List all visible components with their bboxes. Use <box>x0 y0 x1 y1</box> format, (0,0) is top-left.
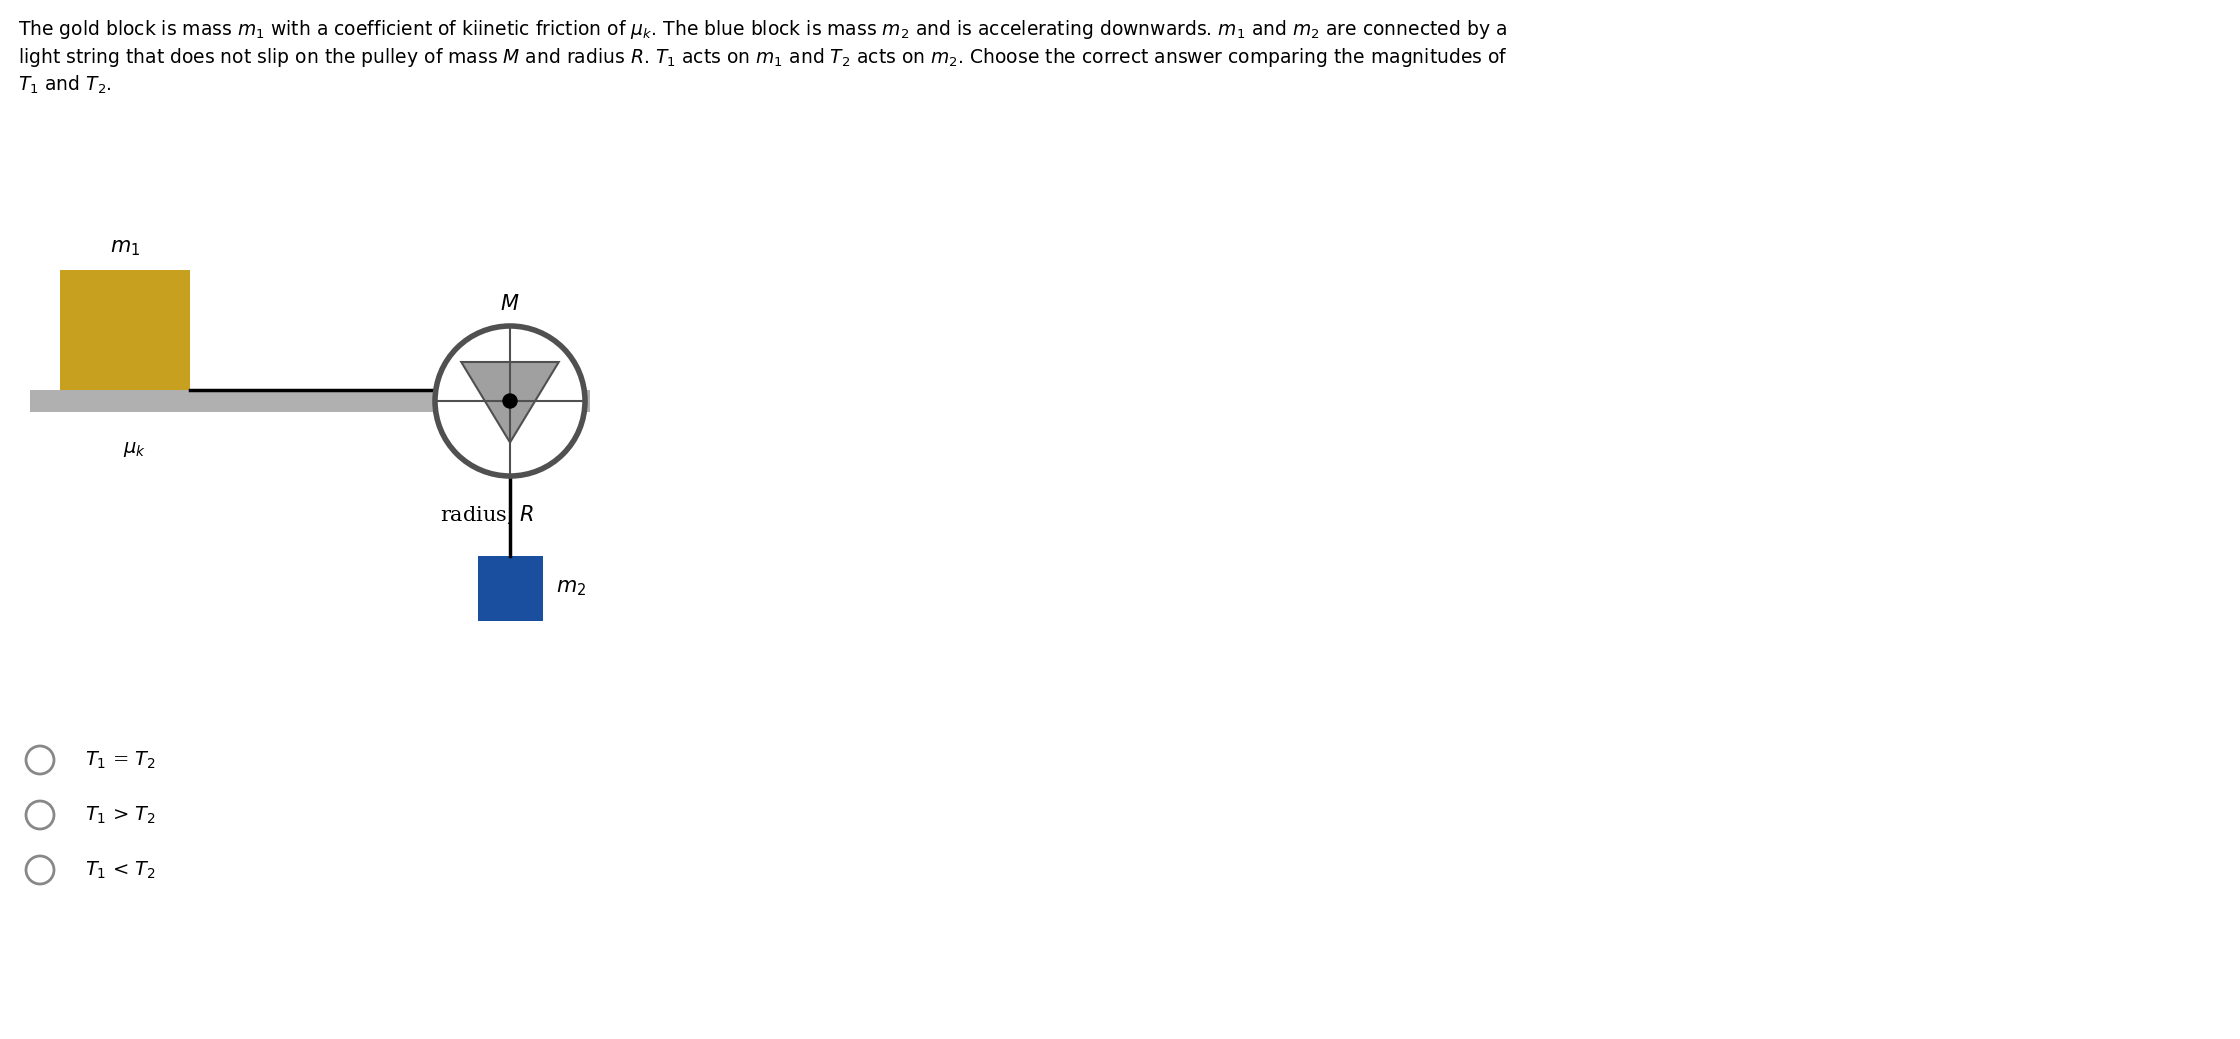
Bar <box>29 390 589 412</box>
Text: light string that does not slip on the pulley of mass $M$ and radius $R$. $T_1$ : light string that does not slip on the p… <box>18 46 1508 69</box>
Text: radius, $R$: radius, $R$ <box>439 504 535 526</box>
Text: $T_1$ = $T_2$: $T_1$ = $T_2$ <box>85 749 157 771</box>
Text: The gold block is mass $m_1$ with a coefficient of kiinetic friction of $\mu_k$.: The gold block is mass $m_1$ with a coef… <box>18 18 1508 41</box>
Text: $T_1$ > $T_2$: $T_1$ > $T_2$ <box>85 804 157 826</box>
Bar <box>60 270 190 390</box>
Circle shape <box>435 326 585 476</box>
Text: $M$: $M$ <box>500 294 520 314</box>
Text: $T_1$ < $T_2$: $T_1$ < $T_2$ <box>85 859 157 881</box>
Bar <box>477 556 542 621</box>
Text: $m_2$: $m_2$ <box>556 579 587 598</box>
Polygon shape <box>461 362 558 443</box>
Text: $m_1$: $m_1$ <box>110 238 141 258</box>
Text: $T_1$ and $T_2$.: $T_1$ and $T_2$. <box>18 74 112 96</box>
Text: $\mu_k$: $\mu_k$ <box>123 439 146 459</box>
Circle shape <box>504 394 517 408</box>
